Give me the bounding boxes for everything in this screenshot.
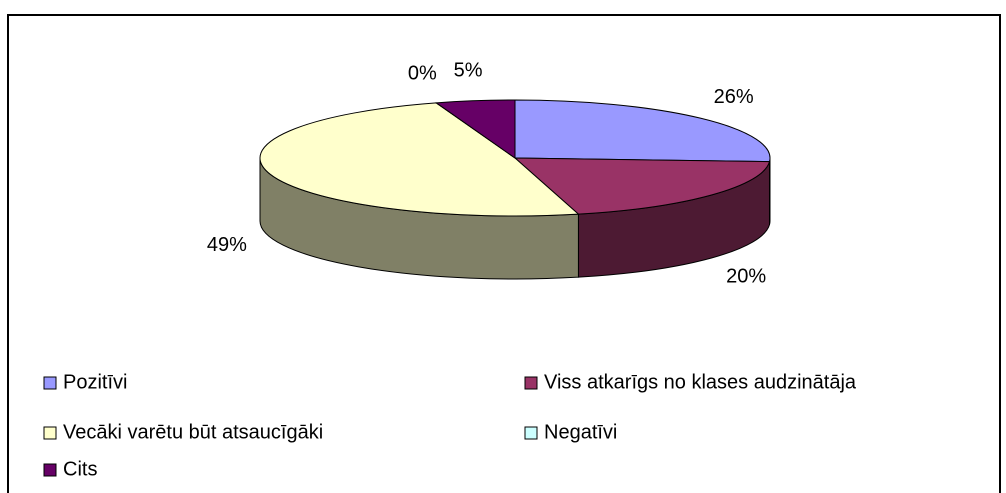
legend-swatch: [43, 463, 57, 477]
legend-label: Pozitīvi: [63, 371, 127, 393]
data-label: 20%: [726, 265, 766, 287]
data-label: 49%: [207, 234, 247, 256]
legend-swatch: [43, 426, 57, 440]
legend-swatch: [43, 376, 57, 390]
legend-label: Cits: [63, 458, 97, 480]
data-label: 26%: [714, 86, 754, 108]
data-label: 0%: [408, 63, 437, 85]
legend-label: Negatīvi: [544, 421, 617, 443]
legend-label: Vecāki varētu būt atsaucīgāki: [63, 421, 323, 443]
legend-swatch: [524, 426, 538, 440]
data-label: 5%: [454, 59, 483, 81]
legend-swatch: [524, 376, 538, 390]
pie-slice: [513, 157, 771, 215]
legend-label: Viss atkarīgs no klases audzinātāja: [544, 371, 857, 393]
pie-slice: [434, 99, 516, 159]
chart-frame: [7, 14, 1001, 493]
pie-slice: [514, 99, 771, 163]
pie-slice: [259, 102, 580, 217]
